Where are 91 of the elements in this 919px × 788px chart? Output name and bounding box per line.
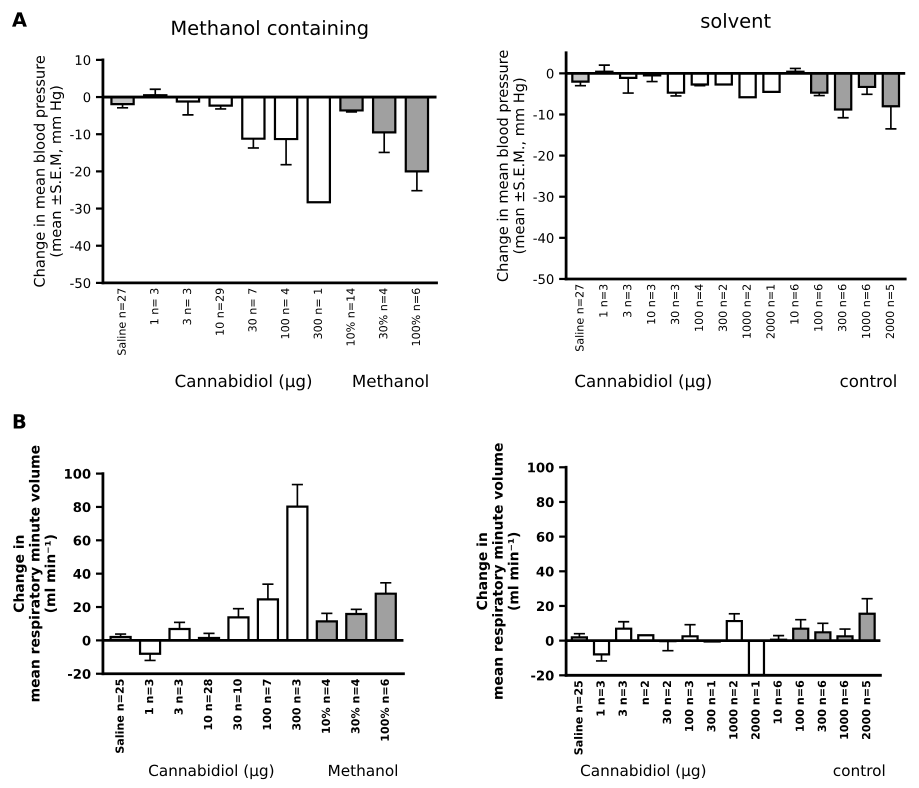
y-tick-label: 0	[84, 92, 90, 102]
x-tick-label: Saline n=27	[117, 288, 126, 355]
chart-title: Methanol containing	[172, 20, 368, 39]
x-tick-label: 300 n=3	[292, 679, 301, 730]
x-tick-label: 3 n=3	[623, 284, 632, 317]
x-tick-label: Saline n=25	[574, 680, 583, 754]
x-tick-label: 2000 n=1	[766, 284, 775, 338]
y-axis-title: Change in mean respiratory minute volume (ml min⁻¹)	[13, 446, 57, 702]
y-tick-label: 80	[536, 497, 554, 508]
x-tick-label: 30% n=4	[379, 288, 388, 339]
x-tick-label: 30 n=10	[233, 679, 242, 730]
y-tick-label: 100	[528, 462, 554, 472]
y-tick-label: 60	[536, 532, 554, 542]
text: control	[840, 374, 896, 388]
x-tick-label: 300 n=2	[718, 284, 727, 332]
y-tick-label: -20	[68, 668, 90, 679]
x-tick-label: 100% n=6	[380, 679, 389, 740]
x-tick-label: 100 n=7	[262, 679, 272, 730]
y-axis-title: Change in mean blood pressure (mean ±S.E.M., mm Hg)	[496, 50, 528, 282]
x-tick-label: 10% n=14	[346, 288, 355, 346]
x-tick-label: 100 n= 4	[280, 288, 290, 338]
x-tick-label: 1000 n=6	[840, 680, 848, 739]
y-tick-label: 100	[65, 468, 90, 479]
x-tick-label: n=2	[640, 681, 649, 704]
y-tick-label: -40	[70, 240, 90, 251]
x-axis-title: Cannabidiol (µg)	[580, 764, 706, 780]
x-tick-label: 10 n=3	[646, 284, 656, 324]
x-tick-label: 1000 n=2	[742, 284, 751, 338]
x-tick-label: 300 n= 1	[314, 288, 322, 339]
x-tick-label: 2000 n=5	[886, 284, 894, 338]
x-tick-label: 1 n=3	[599, 284, 608, 317]
x-tick-label: 30 n= 7	[248, 288, 257, 332]
x-axis-title: Cannabidiol (µg)	[575, 374, 711, 390]
y-tick-label: 0	[82, 636, 90, 646]
x-tick-label: 1 n=3	[596, 681, 605, 716]
x-tick-label: 10 n=29	[215, 288, 224, 335]
x-tick-label: 2000 n=1	[751, 680, 760, 740]
x-tick-label: 300 n=1	[707, 680, 716, 732]
text: control	[834, 764, 884, 776]
y-tick-label: -30	[533, 192, 554, 202]
x-tick-label: 10 n=6	[790, 284, 799, 324]
chart-title: solvent	[701, 13, 771, 28]
x-tick-label: 1000 n=2	[729, 681, 738, 739]
x-tick-label: 30 n=2	[662, 681, 672, 724]
x-tick-label: Saline n=27	[575, 284, 584, 352]
x-tick-label: 3 n=3	[618, 681, 627, 716]
x-tick-label: Saline n=25	[115, 679, 124, 753]
y-tick-label: -50	[533, 274, 554, 284]
x-tick-label: 3 n= 3	[182, 288, 192, 324]
y-axis-title: Change in mean blood pressure (mean ±S.E.M, mm Hg)	[34, 56, 64, 287]
y-tick-label: 40	[536, 566, 554, 576]
y-tick-label: -50	[70, 278, 90, 288]
x-tick-label: 100% n=6	[412, 288, 420, 346]
x-tick-label: 10% n=4	[322, 679, 330, 733]
y-tick-label: -30	[70, 204, 90, 214]
y-tick-label: 80	[74, 502, 90, 512]
y-tick-label: 20	[74, 602, 90, 612]
x-tick-label: 30 n=3	[670, 284, 680, 324]
y-tick-label: -20	[70, 166, 90, 177]
x-tick-label: 1000 n=6	[862, 284, 870, 338]
y-tick-label: -10	[70, 129, 90, 140]
y-tick-label: 60	[74, 536, 90, 546]
y-tick-label: -10	[533, 110, 554, 120]
text: Methanol	[329, 764, 398, 776]
x-tick-label: 100 n=4	[694, 284, 704, 331]
x-tick-label: 300 n=6	[818, 680, 826, 732]
x-tick-label: 10 n=28	[204, 679, 212, 730]
y-tick-label: 10	[76, 55, 90, 66]
x-tick-label: 100 n=6	[796, 680, 804, 731]
y-tick-label: -20	[531, 670, 554, 681]
y-tick-label: -40	[533, 233, 554, 244]
x-tick-label: 30% n=4	[351, 679, 360, 734]
text: B	[14, 414, 26, 428]
x-tick-label: 2000 n=5	[862, 680, 870, 740]
text: A	[12, 12, 27, 27]
x-tick-label: 3 n=3	[174, 679, 183, 714]
x-axis-title: Cannabidiol (µg)	[176, 374, 312, 390]
x-tick-label: 100 n=6	[814, 284, 822, 331]
y-tick-label: 0	[546, 636, 554, 646]
x-axis-title: Cannabidiol (µg)	[149, 764, 274, 780]
y-tick-label: 40	[73, 568, 90, 579]
x-tick-label: 1 n= 3	[150, 288, 158, 324]
y-tick-label: 0	[546, 68, 554, 79]
x-tick-label: 300 n=6	[838, 284, 846, 332]
x-tick-label: 10 n=6	[773, 680, 782, 724]
y-axis-title: Change in mean respiratory minute volume (ml min⁻¹)	[476, 443, 520, 699]
x-tick-label: 1 n=3	[144, 679, 154, 714]
y-tick-label: -20	[533, 150, 554, 161]
y-tick-label: 20	[536, 601, 554, 612]
x-tick-label: 100 n=3	[684, 681, 694, 731]
text: Methanol	[354, 374, 428, 388]
